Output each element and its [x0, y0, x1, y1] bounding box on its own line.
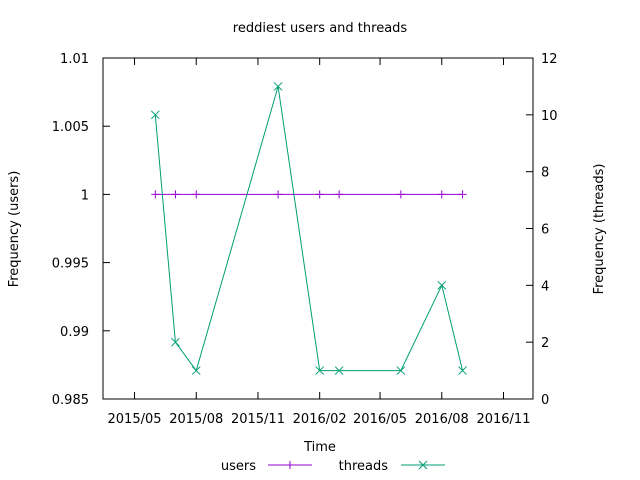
data-point-users: [274, 190, 283, 199]
series-users: [151, 190, 467, 199]
data-point-threads: [171, 337, 180, 347]
x-tick-label: 2016/02: [293, 412, 347, 427]
data-point-threads: [191, 366, 201, 375]
y-axis-ticks: 0.985 0.99 0.995 1 1.005 1.01: [52, 52, 110, 408]
series-line-threads: [154, 86, 464, 372]
data-point-threads: [334, 366, 344, 375]
legend-marker-users: [286, 461, 294, 469]
y2-tick-label: 4: [541, 279, 549, 294]
series-layer: [150, 82, 467, 375]
y-tick-label: 1: [81, 188, 89, 203]
data-point-users: [171, 190, 180, 199]
y-tick-label: 0.985: [52, 393, 89, 408]
y2-tick-label: 6: [541, 223, 549, 238]
y-tick-label: 1.01: [60, 52, 89, 67]
plot-frame: [102, 57, 534, 400]
data-point-users: [315, 190, 324, 199]
chart-title: reddiest users and threads: [233, 21, 408, 36]
y2-tick-label: 10: [541, 109, 558, 124]
x-axis-label: Time: [303, 440, 336, 455]
data-point-users: [192, 190, 201, 199]
legend-label-threads: threads: [339, 459, 389, 474]
x-tick-label: 2015/08: [169, 412, 223, 427]
data-point-threads: [150, 110, 160, 120]
series-threads: [150, 82, 467, 375]
legend: users threads: [221, 459, 445, 474]
data-point-users: [151, 190, 160, 199]
data-point-users: [335, 190, 344, 199]
data-point-threads: [273, 82, 283, 91]
y2-axis-label: Frequency (threads): [592, 164, 607, 295]
data-point-threads: [315, 366, 325, 375]
x-tick-label: 2016/11: [476, 412, 530, 427]
y-axis-label: Frequency (users): [7, 171, 22, 288]
x-tick-label: 2016/05: [353, 412, 407, 427]
x-tick-label: 2016/08: [415, 412, 469, 427]
legend-label-users: users: [221, 459, 256, 474]
y-tick-label: 1.005: [52, 120, 89, 135]
y-tick-label: 0.995: [52, 257, 89, 272]
y2-tick-label: 8: [541, 166, 549, 181]
legend-marker-threads: [418, 460, 428, 470]
y2-axis-ticks: 0 2 4 6 8 10 12: [526, 52, 558, 408]
data-point-threads: [396, 366, 406, 375]
data-point-threads: [437, 280, 447, 290]
y2-tick-label: 0: [541, 393, 549, 408]
data-point-users: [458, 190, 467, 199]
y2-tick-label: 12: [541, 52, 558, 67]
y-tick-label: 0.99: [60, 325, 89, 340]
x-tick-label: 2015/11: [231, 412, 285, 427]
data-point-users: [396, 190, 405, 199]
data-point-threads: [458, 366, 467, 375]
x-axis-ticks: 2015/05 2015/08 2015/11 2016/02 2016/05 2016/…: [108, 58, 530, 427]
x-tick-label: 2015/05: [108, 412, 162, 427]
y2-tick-label: 2: [541, 336, 549, 351]
data-point-users: [437, 190, 446, 199]
